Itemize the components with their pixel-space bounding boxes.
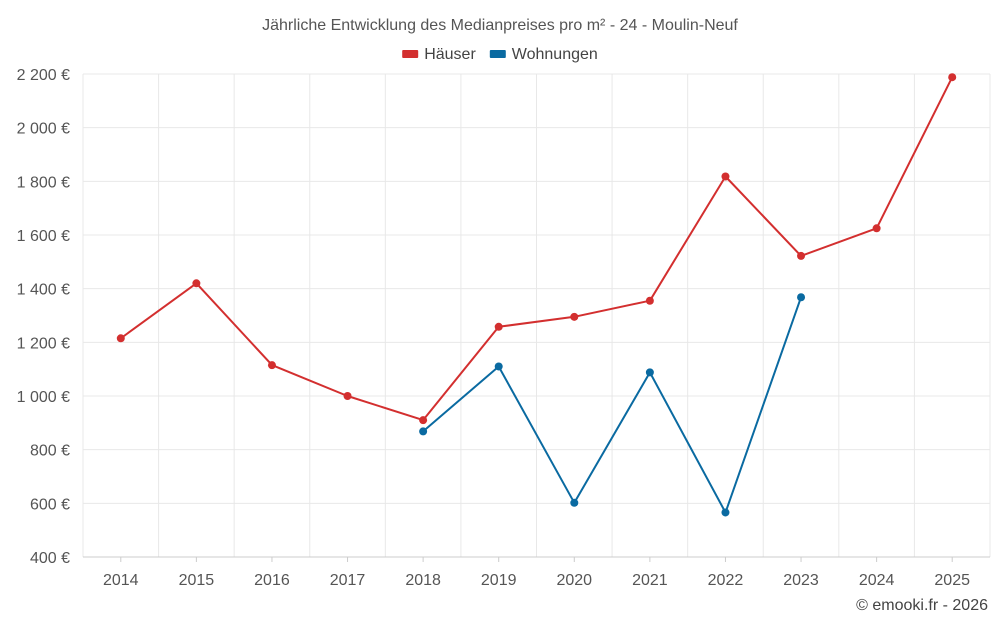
legend-label: Wohnungen — [512, 46, 598, 63]
x-tick-label: 2014 — [103, 572, 139, 589]
y-tick-label: 2 000 € — [17, 121, 70, 138]
x-tick-label: 2018 — [405, 572, 441, 589]
data-point-wohnungen-2022[interactable] — [721, 508, 730, 517]
data-point-h-user-2025[interactable] — [948, 73, 957, 82]
x-tick-label: 2022 — [708, 572, 744, 589]
y-axis: 400 € 600 € 800 € 1 000 € 1 200 € 1 400 € 1 60… — [17, 67, 70, 567]
legend-swatch — [489, 50, 506, 58]
legend-label: Häuser — [424, 46, 476, 63]
data-point-h-user-2018[interactable] — [419, 416, 428, 425]
x-tick-label: 2020 — [556, 572, 592, 589]
data-point-h-user-2023[interactable] — [797, 251, 806, 260]
data-point-h-user-2020[interactable] — [570, 312, 579, 321]
y-tick-label: 2 200 € — [17, 67, 70, 84]
data-point-h-user-2019[interactable] — [494, 322, 503, 331]
y-tick-label: 600 € — [30, 496, 70, 513]
gridlines — [82, 73, 991, 558]
data-point-h-user-2021[interactable] — [645, 296, 654, 305]
legend: Häuser Wohnungen — [402, 46, 598, 63]
x-tick-label: 2025 — [934, 572, 970, 589]
x-tick-label: 2021 — [632, 572, 668, 589]
x-tick-label: 2015 — [179, 572, 215, 589]
data-point-wohnungen-2020[interactable] — [570, 498, 579, 507]
y-tick-label: 1 200 € — [17, 335, 70, 352]
data-point-wohnungen-2023[interactable] — [797, 293, 806, 302]
data-point-h-user-2024[interactable] — [872, 224, 881, 233]
y-tick-label: 400 € — [30, 550, 70, 567]
data-point-h-user-2015[interactable] — [192, 279, 201, 288]
series-group — [116, 73, 957, 517]
data-point-h-user-2017[interactable] — [343, 392, 352, 400]
series-line-h-user — [120, 76, 954, 422]
data-point-wohnungen-2018[interactable] — [419, 427, 428, 436]
x-tick-label: 2023 — [783, 572, 819, 589]
chart-title: Jährliche Entwicklung des Medianpreises … — [262, 17, 738, 34]
x-axis: 2014 2015 2016 2017 2018 2019 2020 2021 2022 2023… — [83, 556, 990, 589]
x-tick-label: 2017 — [330, 572, 366, 589]
y-tick-label: 800 € — [30, 443, 70, 460]
x-tick-label: 2024 — [859, 572, 895, 589]
legend-item-0[interactable]: Häuser — [402, 46, 476, 63]
x-tick-label: 2019 — [481, 572, 517, 589]
x-tick-label: 2016 — [254, 572, 290, 589]
data-point-h-user-2016[interactable] — [267, 361, 276, 370]
y-tick-label: 1 000 € — [17, 389, 70, 406]
credit-text: © emooki.fr - 2026 — [856, 597, 988, 614]
data-point-wohnungen-2021[interactable] — [645, 368, 654, 377]
data-point-h-user-2022[interactable] — [721, 172, 730, 181]
y-tick-label: 1 800 € — [17, 174, 70, 191]
series-line-wohnungen — [422, 296, 802, 514]
data-point-wohnungen-2019[interactable] — [494, 362, 503, 371]
legend-swatch — [402, 50, 419, 58]
data-point-h-user-2014[interactable] — [116, 334, 125, 343]
y-tick-label: 1 400 € — [17, 282, 70, 299]
y-tick-label: 1 600 € — [17, 228, 70, 245]
legend-item-1[interactable]: Wohnungen — [489, 46, 598, 63]
